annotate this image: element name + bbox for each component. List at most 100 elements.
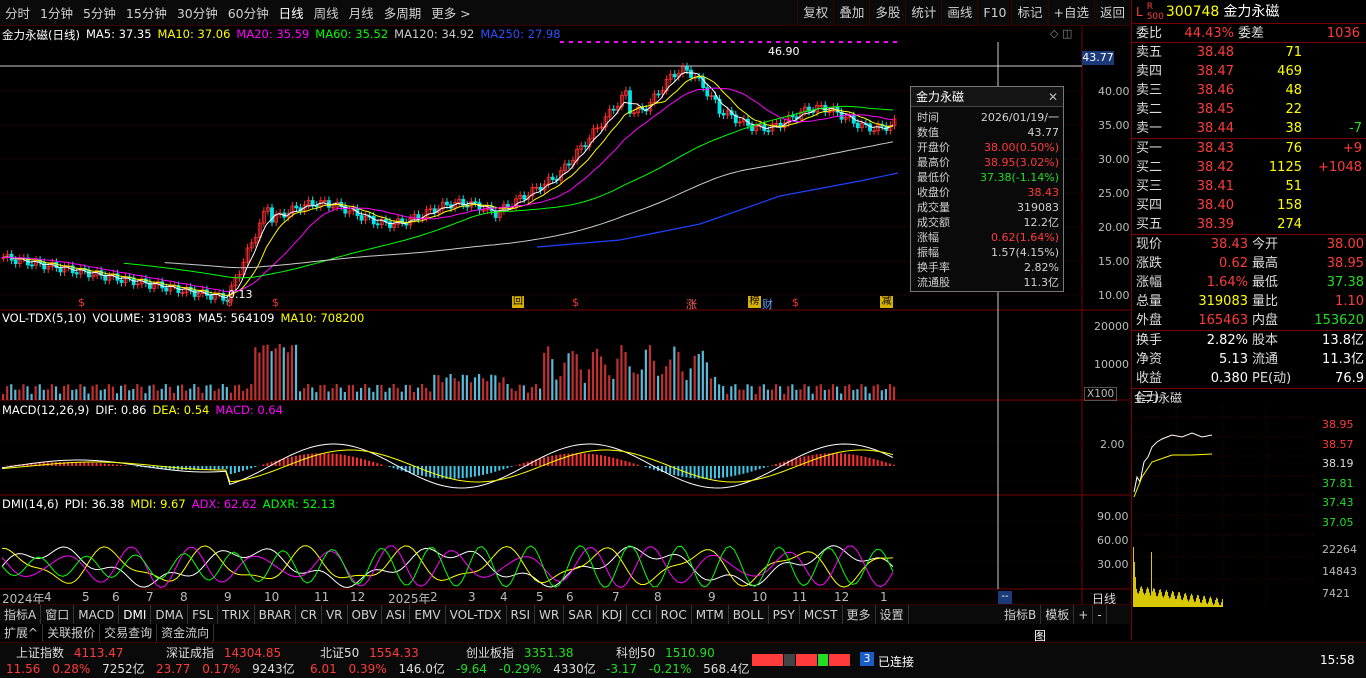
candle-body bbox=[225, 299, 230, 302]
mini-intraday-chart[interactable] bbox=[1132, 407, 1366, 607]
indicator-tab-8[interactable]: CR bbox=[296, 605, 322, 624]
sub-tab-3[interactable]: 资金流向 bbox=[157, 624, 215, 642]
toolbar-button-3[interactable]: 统计 bbox=[905, 0, 941, 26]
indicator-tab-14[interactable]: RSI bbox=[507, 605, 536, 624]
order-book-row[interactable]: 买四 38.40 158 bbox=[1132, 196, 1366, 215]
indicator-tab-4[interactable]: DMA bbox=[151, 605, 189, 624]
ma-legend-item: MA10: 37.06 bbox=[157, 27, 231, 41]
chart-canvas[interactable]: $ $ $ $ $ bbox=[0, 26, 1130, 604]
sub-tab-0[interactable]: 扩展^ bbox=[0, 624, 44, 642]
close-icon[interactable]: ✕ bbox=[1047, 90, 1058, 104]
indicator-tab-18[interactable]: CCI bbox=[627, 605, 657, 624]
quote-stat-label: 最高 bbox=[1252, 256, 1279, 271]
marker-jian[interactable]: 减 bbox=[880, 296, 893, 308]
quote-stat-value: 1.10 bbox=[1335, 294, 1364, 309]
toolbar-button-5[interactable]: F10 bbox=[977, 0, 1011, 26]
order-book-row[interactable]: 卖二 38.45 22 bbox=[1132, 100, 1366, 119]
macd-bar bbox=[254, 466, 257, 468]
order-book-chg bbox=[1302, 81, 1362, 100]
toolbar-button-7[interactable]: +自选 bbox=[1047, 0, 1094, 26]
signal-dash bbox=[821, 41, 825, 43]
marker-bang[interactable]: 榜 bbox=[748, 296, 761, 308]
volume-bar bbox=[181, 384, 184, 400]
index-quote[interactable]: 上证指数 4113.47 bbox=[16, 644, 123, 661]
order-book-row[interactable]: 买二 38.42 1125 +1048 bbox=[1132, 158, 1366, 177]
period-tab-7[interactable]: 周线 bbox=[313, 6, 339, 21]
order-book-row[interactable]: 卖一 38.44 38 -7 bbox=[1132, 119, 1366, 138]
sub-tab-2[interactable]: 交易查询 bbox=[100, 624, 158, 642]
indicator-tab-3[interactable]: DMI bbox=[119, 605, 152, 624]
indicator-tab-6[interactable]: TRIX bbox=[218, 605, 255, 624]
order-book-row[interactable]: 买五 38.39 274 bbox=[1132, 215, 1366, 234]
macd-bar bbox=[856, 455, 859, 466]
toolbar-button-1[interactable]: 叠加 bbox=[833, 0, 869, 26]
period-tab-10[interactable]: 更多 > bbox=[431, 6, 471, 21]
indicator-tab-2[interactable]: MACD bbox=[74, 605, 120, 624]
marker-hui[interactable]: 回 bbox=[512, 296, 524, 308]
index-quote[interactable]: 科创50 1510.90 bbox=[616, 644, 715, 661]
marker-zhang[interactable]: 涨 bbox=[686, 298, 697, 311]
indicator-tab-10[interactable]: OBV bbox=[348, 605, 383, 624]
tab-indicator-b[interactable]: 指标B bbox=[1000, 605, 1042, 625]
macd-bar bbox=[620, 459, 623, 466]
indicator-tab-17[interactable]: KDJ bbox=[598, 605, 628, 624]
period-tab-0[interactable]: 分时 bbox=[5, 6, 31, 21]
toolbar-button-6[interactable]: 标记 bbox=[1011, 0, 1047, 26]
period-tab-8[interactable]: 月线 bbox=[348, 6, 374, 21]
sub-tab-1[interactable]: 关联报价 bbox=[43, 624, 101, 642]
order-book-row[interactable]: 卖五 38.48 71 bbox=[1132, 43, 1366, 62]
quote-stat-label: 总量 bbox=[1136, 294, 1163, 309]
indicator-tab-19[interactable]: ROC bbox=[657, 605, 692, 624]
order-book-vol: 274 bbox=[1277, 217, 1302, 232]
add-icon[interactable]: + bbox=[1074, 605, 1094, 625]
volume-bar bbox=[274, 348, 277, 400]
pic-label[interactable]: 图 bbox=[1034, 629, 1047, 643]
indicator-tab-7[interactable]: BRAR bbox=[255, 605, 297, 624]
period-tab-9[interactable]: 多周期 bbox=[383, 6, 422, 21]
period-tab-5[interactable]: 60分钟 bbox=[227, 6, 269, 21]
period-tab-4[interactable]: 30分钟 bbox=[176, 6, 218, 21]
index-quote[interactable]: 深证成指 14304.85 bbox=[166, 644, 281, 661]
index-quote[interactable]: 北证50 1554.33 bbox=[320, 644, 419, 661]
toolbar-button-2[interactable]: 多股 bbox=[869, 0, 905, 26]
indicator-tab-21[interactable]: BOLL bbox=[729, 605, 769, 624]
toolbar-button-4[interactable]: 画线 bbox=[941, 0, 977, 26]
volume-bar bbox=[770, 389, 774, 400]
toolbar-button-0[interactable]: 复权 bbox=[797, 0, 833, 26]
period-tab-2[interactable]: 5分钟 bbox=[82, 6, 116, 21]
period-tab-6[interactable]: 日线 bbox=[278, 6, 304, 21]
indicator-tab-11[interactable]: ASI bbox=[382, 605, 411, 624]
minus-icon[interactable]: - bbox=[1093, 605, 1107, 625]
indicator-tab-5[interactable]: FSL bbox=[188, 605, 219, 624]
order-book-row[interactable]: 卖四 38.47 469 bbox=[1132, 62, 1366, 81]
indicator-tab-0[interactable]: 指标A bbox=[0, 605, 42, 624]
macd-bar bbox=[526, 461, 529, 466]
chart-options-icon[interactable]: ◇ ◫ bbox=[1050, 27, 1073, 40]
indicator-tab-9[interactable]: VR bbox=[322, 605, 348, 624]
period-tab-3[interactable]: 15分钟 bbox=[125, 6, 167, 21]
macd-bar bbox=[624, 460, 627, 466]
indicator-tab-1[interactable]: 窗口 bbox=[41, 605, 75, 624]
order-book-row[interactable]: 买三 38.41 51 bbox=[1132, 177, 1366, 196]
indicator-tab-12[interactable]: EMV bbox=[410, 605, 446, 624]
candle-body bbox=[363, 215, 368, 221]
marker-cai[interactable]: 财 bbox=[762, 298, 773, 311]
indicator-tab-25[interactable]: 设置 bbox=[876, 605, 909, 624]
toolbar-button-8[interactable]: 返回 bbox=[1093, 0, 1130, 26]
indicator-tab-20[interactable]: MTM bbox=[692, 605, 729, 624]
indicator-tab-16[interactable]: SAR bbox=[564, 605, 598, 624]
macd-bar bbox=[831, 453, 834, 466]
candle-body bbox=[428, 208, 433, 211]
indicator-tab-24[interactable]: 更多 bbox=[843, 605, 876, 624]
order-book-row[interactable]: 买一 38.43 76 +9 bbox=[1132, 139, 1366, 158]
candle-body bbox=[343, 206, 348, 214]
indicator-tab-13[interactable]: VOL-TDX bbox=[446, 605, 507, 624]
order-book-row[interactable]: 卖三 38.46 48 bbox=[1132, 81, 1366, 100]
indicator-tab-22[interactable]: PSY bbox=[769, 605, 800, 624]
period-tab-1[interactable]: 1分钟 bbox=[40, 6, 73, 21]
index-quote[interactable]: 创业板指 3351.38 bbox=[466, 644, 573, 661]
indicator-tab-23[interactable]: MCST bbox=[800, 605, 843, 624]
indicator-tab-15[interactable]: WR bbox=[535, 605, 565, 624]
tab-template[interactable]: 模板 bbox=[1041, 605, 1075, 625]
volume-bar bbox=[709, 378, 713, 400]
